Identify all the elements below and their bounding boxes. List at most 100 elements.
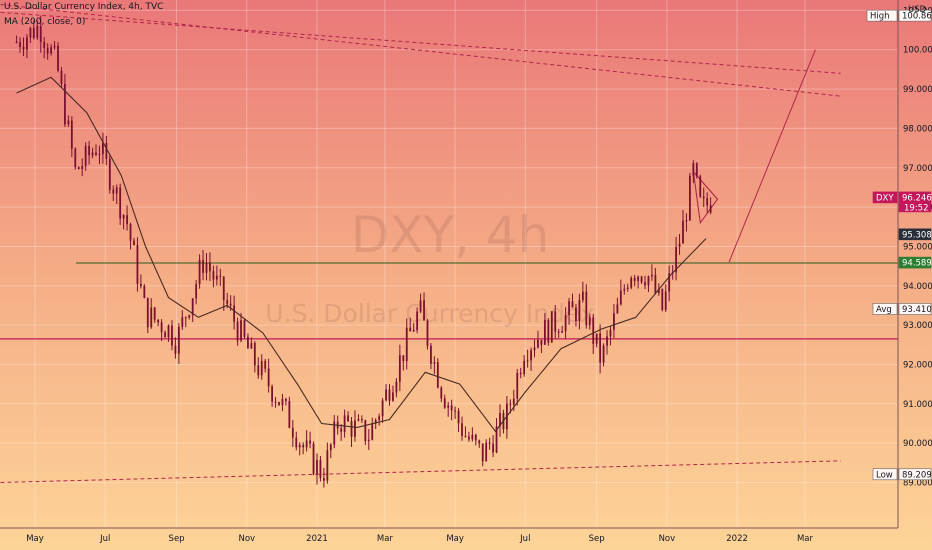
candle-body	[499, 413, 501, 427]
price-tag-high[interactable]: 100.867 High	[866, 9, 932, 22]
candle-body	[588, 317, 591, 326]
price-tick-label: 97.000	[903, 164, 932, 174]
candle-body	[402, 355, 405, 362]
candle-body	[581, 291, 584, 301]
upper-trend-line-b[interactable]	[0, 4, 841, 97]
price-tag-ma[interactable]: 95.308	[898, 228, 932, 241]
candle-body	[81, 166, 84, 170]
candle-body	[347, 415, 349, 422]
price-tag-name: DXY	[876, 193, 894, 203]
candle-body	[205, 262, 208, 273]
grid	[0, 0, 898, 528]
candle-body	[419, 300, 422, 312]
candle-body	[447, 405, 450, 408]
candle-body	[633, 277, 636, 281]
candle-body	[644, 282, 646, 286]
price-tag-box	[898, 9, 932, 22]
candle-body	[492, 443, 494, 453]
candle-body	[381, 400, 384, 417]
price-tag-box	[898, 303, 932, 315]
candle-body	[609, 329, 612, 337]
time-tick-label: Jul	[99, 534, 110, 544]
price-tag-countdown: 19:52	[904, 203, 929, 213]
candle-body	[257, 365, 260, 376]
candle-body	[319, 459, 322, 478]
candle-body	[153, 307, 156, 320]
time-tick-label: Mar	[377, 534, 394, 544]
candle-body	[122, 215, 125, 219]
price-tick-label: 99.000	[903, 85, 932, 95]
candle-body	[312, 443, 315, 474]
candle-body	[19, 42, 21, 48]
candle-body	[606, 336, 608, 346]
upper-trend-line-a[interactable]	[0, 11, 841, 74]
time-tick-label: Nov	[659, 534, 676, 544]
price-tag-value: 94.589	[902, 259, 932, 269]
candle-body	[139, 283, 142, 286]
candle-body	[95, 152, 97, 155]
candle-body	[426, 320, 429, 346]
candle-body	[537, 339, 539, 348]
price-tag-box	[898, 468, 932, 481]
candle-body	[285, 398, 287, 402]
price-tag-avg[interactable]: 93.410 Avg	[872, 303, 932, 315]
candle-body	[512, 398, 515, 405]
candle-body	[188, 315, 191, 318]
candle-body	[423, 300, 425, 321]
candle-body	[602, 345, 605, 363]
candle-body	[571, 301, 574, 308]
candle-body	[557, 331, 560, 333]
candle-body	[43, 42, 46, 48]
price-tag-value: 96.246	[902, 193, 932, 203]
candle-body	[70, 120, 73, 149]
candle-body	[540, 339, 543, 345]
price-tag-level[interactable]: 94.589	[898, 256, 932, 269]
candle-body	[599, 333, 602, 363]
candle-body	[143, 285, 146, 298]
price-tag-value: 100.867	[902, 12, 932, 22]
candle-body	[395, 381, 398, 393]
lower-trend-line[interactable]	[0, 460, 841, 483]
candle-body	[485, 442, 488, 462]
candle-body	[706, 198, 709, 206]
price-tick-label: 98.000	[903, 124, 932, 134]
pennant-pattern[interactable]	[692, 169, 719, 225]
candle-body	[689, 175, 691, 221]
watermark: DXY, 4h U.S. Dollar Currency Index	[265, 206, 594, 328]
candle-body	[84, 145, 87, 167]
projection-line[interactable]	[728, 49, 816, 263]
candle-body	[150, 307, 153, 328]
chart-title: U.S. Dollar Currency Index, 4h, TVC	[4, 2, 164, 12]
candle-body	[685, 220, 688, 222]
candle-body	[364, 420, 367, 442]
candle-body	[637, 276, 640, 281]
price-tag-name: Low	[876, 470, 893, 480]
candle-body	[640, 276, 643, 283]
price-tick-label: 94.000	[903, 282, 932, 292]
candle-body	[281, 398, 284, 406]
candle-body	[464, 435, 467, 437]
currency-label: USD	[908, 5, 927, 15]
candle-body	[295, 437, 298, 448]
candle-body	[50, 47, 53, 54]
candle-body	[233, 305, 236, 322]
candle-body	[229, 303, 232, 306]
indicator-label[interactable]: MA (200, close, 0)	[4, 17, 86, 27]
price-tag-low[interactable]: 89.209 Low	[872, 468, 932, 481]
candle-body	[461, 423, 463, 436]
candle-body	[695, 163, 698, 177]
candle-body	[77, 167, 80, 170]
candle-body	[661, 289, 664, 310]
candle-body	[657, 289, 660, 294]
price-tag-name-box	[872, 468, 898, 481]
time-tick-label: Mar	[797, 534, 814, 544]
ma-200-line[interactable]	[16, 76, 707, 433]
candle-body	[547, 320, 550, 343]
candle-body	[146, 297, 149, 328]
candle-body	[550, 311, 553, 343]
